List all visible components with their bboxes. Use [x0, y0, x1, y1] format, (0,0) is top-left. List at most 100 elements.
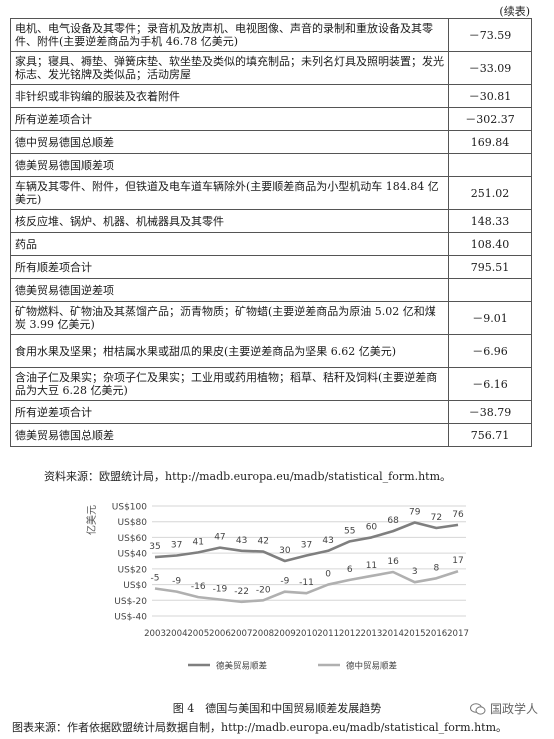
row-label: 电机、电气设备及其零件；录音机及放声机、电视图像、声音的录制和重放设备及其零件、… — [10, 18, 449, 52]
row-label: 非针织或非钩编的服装及衣着附件 — [10, 84, 449, 108]
row-label: 家具；寝具、褥垫、弹簧床垫、软坐垫及类似的填充制品；未列名灯具及照明装置；发光标… — [10, 51, 449, 85]
row-label: 德中贸易德国总顺差 — [10, 130, 449, 154]
table-row: 德美贸易德国顺差项 — [10, 153, 532, 177]
row-label: 含油子仁及果实；杂项子仁及果实；工业用或药用植物；稻草、秸秆及饲料(主要逆差商品… — [10, 367, 449, 401]
row-label: 药品 — [10, 232, 449, 256]
x-tick-label: 2016 — [425, 629, 447, 639]
data-label: 42 — [257, 537, 268, 547]
data-label: -22 — [234, 587, 249, 597]
row-label: 所有顺差项合计 — [10, 255, 449, 279]
y-tick-label: US$60 — [118, 534, 148, 544]
data-label: 55 — [344, 526, 355, 536]
row-value: 148.33 — [448, 209, 532, 233]
data-label: 6 — [347, 565, 353, 575]
data-label: 68 — [387, 516, 399, 526]
x-tick-label: 2009 — [274, 629, 296, 639]
y-tick-label: US$0 — [123, 581, 147, 591]
row-label: 所有逆差项合计 — [10, 400, 449, 424]
row-value — [448, 278, 532, 302]
y-tick-label: US$100 — [112, 503, 147, 513]
x-tick-label: 2005 — [187, 629, 209, 639]
data-label: 17 — [452, 556, 463, 566]
data-label: 41 — [193, 537, 204, 547]
x-tick-label: 2007 — [231, 629, 253, 639]
x-tick-label: 2014 — [382, 629, 404, 639]
table-row: 电机、电气设备及其零件；录音机及放声机、电视图像、声音的录制和重放设备及其零件、… — [10, 18, 532, 52]
row-value: 169.84 — [448, 130, 532, 154]
table-row: 德中贸易德国总顺差 169.84 — [10, 130, 532, 154]
table-row: 家具；寝具、褥垫、弹簧床垫、软坐垫及类似的填充制品；未列名灯具及照明装置；发光标… — [10, 51, 532, 85]
x-tick-label: 2008 — [252, 629, 274, 639]
row-value: 795.51 — [448, 255, 532, 279]
x-tick-label: 2003 — [144, 629, 166, 639]
data-label: 16 — [387, 557, 399, 567]
data-label: 60 — [366, 522, 378, 532]
row-label: 车辆及其零件、附件，但铁道及电车道车辆除外(主要顺差商品为小型机动车 184.8… — [10, 176, 449, 210]
data-label: 43 — [236, 536, 247, 546]
row-label: 矿物燃料、矿物油及其蒸馏产品；沥青物质；矿物蜡(主要逆差商品为原油 5.02 亿… — [10, 301, 449, 335]
table-row: 矿物燃料、矿物油及其蒸馏产品；沥青物质；矿物蜡(主要逆差商品为原油 5.02 亿… — [10, 301, 532, 335]
row-value: －30.81 — [448, 84, 532, 108]
figure-caption: 图 4 德国与美国和中国贸易顺差发展趋势 — [172, 702, 382, 715]
row-value: －38.79 — [448, 400, 532, 424]
row-value: －9.01 — [448, 301, 532, 335]
data-label: -11 — [299, 578, 314, 588]
table-row: 非针织或非钩编的服装及衣着附件 －30.81 — [10, 84, 532, 108]
y-tick-label: US$80 — [118, 518, 148, 528]
row-label: 核反应堆、锅炉、机器、机械器具及其零件 — [10, 209, 449, 233]
data-label: -20 — [256, 585, 271, 595]
data-label: 43 — [322, 536, 333, 546]
y-axis-label: 亿美元 — [85, 505, 98, 535]
x-tick-label: 2010 — [296, 629, 318, 639]
series-line-1 — [154, 569, 459, 604]
watermark-text: 国政学人 — [489, 702, 538, 716]
table-row: 所有逆差项合计 －38.79 — [10, 400, 532, 424]
row-value: －73.59 — [448, 18, 532, 52]
row-label: 食用水果及坚果；柑桔属水果或甜瓜的果皮(主要逆差商品为坚果 6.62 亿美元) — [10, 334, 449, 368]
x-tick-label: 2006 — [209, 629, 231, 639]
x-tick-label: 2012 — [339, 629, 361, 639]
data-label: 76 — [452, 510, 464, 520]
series-line-0 — [154, 521, 459, 563]
y-tick-label: US$-40 — [114, 613, 147, 623]
legend-label: 德美贸易顺差 — [216, 661, 267, 672]
table-row: 所有逆差项合计 －302.37 — [10, 107, 532, 131]
data-label: 3 — [412, 567, 418, 577]
row-value: 108.40 — [448, 232, 532, 256]
data-label: -19 — [213, 585, 228, 595]
data-label: 8 — [433, 563, 439, 573]
row-value: －33.09 — [448, 51, 532, 85]
table-row: 德美贸易德国总顺差 756.71 — [10, 423, 532, 447]
y-tick-label: US$20 — [118, 565, 148, 575]
x-tick-label: 2011 — [317, 629, 339, 639]
y-tick-label: US$40 — [118, 550, 148, 560]
x-tick-label: 2004 — [166, 629, 188, 639]
row-value — [448, 153, 532, 177]
table-row: 德美贸易德国逆差项 — [10, 278, 532, 302]
data-label: 37 — [171, 541, 182, 551]
continued-label: (续表) — [499, 5, 530, 18]
data-label: 0 — [325, 570, 331, 580]
data-label: -9 — [280, 577, 289, 587]
row-value: －6.16 — [448, 367, 532, 401]
row-value: －6.96 — [448, 334, 532, 368]
trade-balance-table: 电机、电气设备及其零件；录音机及放声机、电视图像、声音的录制和重放设备及其零件、… — [10, 18, 532, 447]
data-label: -5 — [151, 574, 160, 584]
data-label: 79 — [409, 508, 421, 518]
data-label: 37 — [301, 541, 312, 551]
data-label: 35 — [149, 542, 160, 552]
data-label: -16 — [191, 582, 206, 592]
x-tick-label: 2013 — [360, 629, 382, 639]
row-label: 德美贸易德国逆差项 — [10, 278, 449, 302]
table-row: 车辆及其零件、附件，但铁道及电车道车辆除外(主要顺差商品为小型机动车 184.8… — [10, 176, 532, 210]
table-row: 食用水果及坚果；柑桔属水果或甜瓜的果皮(主要逆差商品为坚果 6.62 亿美元) －… — [10, 334, 532, 368]
data-label: -9 — [172, 577, 181, 587]
table-source-note: 资料来源：欧盟统计局，http://madb.europa.eu/madb/st… — [44, 470, 451, 483]
watermark: 国政学人 — [469, 700, 538, 717]
x-tick-label: 2015 — [404, 629, 426, 639]
row-value: 251.02 — [448, 176, 532, 210]
data-label: 30 — [279, 546, 291, 556]
data-label: 47 — [214, 533, 225, 543]
chart-source-note: 图表来源：作者依据欧盟统计局数据自制，http://madb.europa.eu… — [12, 721, 507, 734]
trade-surplus-line-chart: US$-40 US$-20 US$0 US$20 US$40 US$60 US$80 US$1… — [85, 503, 469, 672]
